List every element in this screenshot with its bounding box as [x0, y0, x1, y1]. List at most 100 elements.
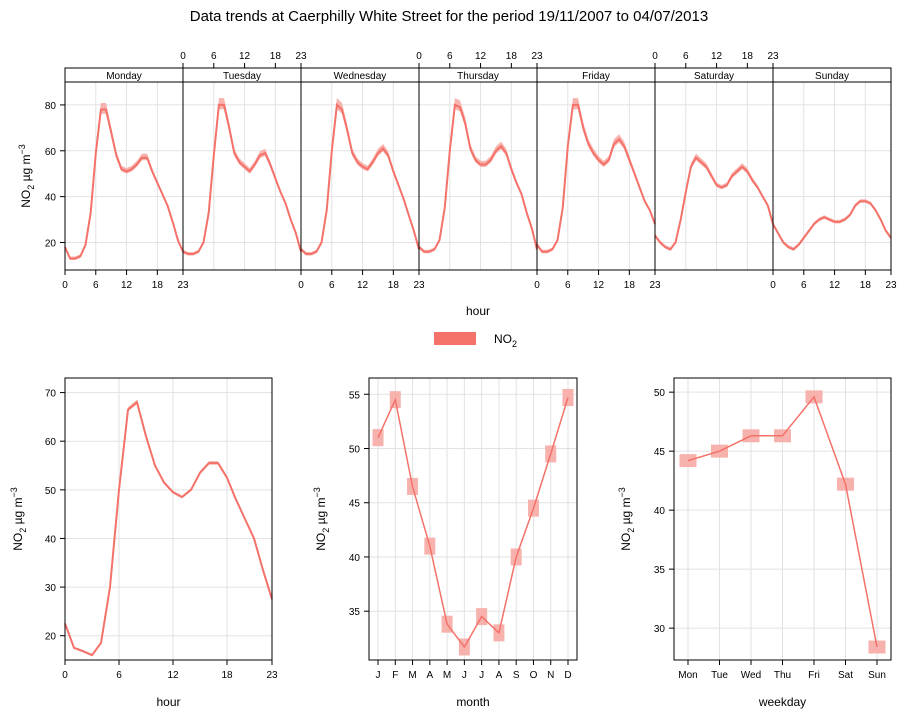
x-tick-label: 23 [266, 670, 278, 681]
y-tick-label: 45 [349, 499, 361, 510]
x-tick-label: 6 [211, 51, 217, 62]
x-tick-label: S [513, 670, 520, 681]
x-axis-label: month [456, 695, 489, 709]
confidence-band-saturday [655, 153, 773, 251]
y-tick-label: 30 [654, 624, 666, 635]
y-tick-label: 40 [45, 534, 57, 545]
x-tick-label: Wed [741, 670, 761, 681]
x-axis-label: hour [156, 695, 180, 709]
y-tick-label: 70 [45, 389, 57, 400]
confidence-band-wednesday [301, 98, 419, 256]
x-tick-label: Sat [838, 670, 853, 681]
x-tick-label: 18 [388, 280, 400, 291]
legend-swatch [434, 332, 476, 345]
panel-weekday: Mon Tue Wed Thu Fri Sat Sun 30 35 40 45 50 weekday [654, 377, 892, 709]
y-tick-label: 20 [45, 632, 57, 643]
x-tick-label: 12 [121, 280, 133, 291]
x-tick-label: 0 [770, 280, 776, 291]
y-tick-label: 55 [349, 390, 361, 401]
chart-title: Data trends at Caerphilly White Street f… [189, 8, 709, 25]
series-line [377, 397, 569, 649]
y-tick-label: 40 [349, 553, 361, 564]
panel-border [536, 81, 656, 271]
x-tick-label: 0 [180, 51, 186, 62]
x-tick-label: 12 [593, 280, 605, 291]
x-tick-label: J [479, 670, 484, 681]
x-tick-label: 18 [506, 51, 518, 62]
panel-border [772, 81, 892, 271]
x-tick-label: 18 [624, 280, 636, 291]
panel-border [300, 81, 420, 271]
x-tick-label: 6 [329, 280, 335, 291]
y-tick-label: 40 [45, 193, 57, 204]
panel-hour: 0 6 12 18 23 20 30 40 50 60 70 hour [45, 377, 278, 709]
y-axis-label: NO2 µg m−3 [617, 487, 636, 551]
strip-label-monday: Monday [106, 71, 142, 82]
x-tick-label: M [408, 670, 416, 681]
strip-label-thursday: Thursday [457, 71, 499, 82]
x-tick-label: Mon [678, 670, 697, 681]
x-tick-label: Thu [774, 670, 791, 681]
panel-weekday-hour: Monday 0 6 12 18 23 Tuesday 0 6 12 18 23 Wednesday 0 6… [45, 51, 897, 318]
x-tick-label: 6 [683, 51, 689, 62]
x-tick-label: J [376, 670, 381, 681]
x-tick-label: 23 [295, 51, 307, 62]
x-tick-label: 12 [239, 51, 251, 62]
x-tick-label: 23 [177, 280, 189, 291]
x-tick-label: N [547, 670, 554, 681]
x-tick-label: 18 [221, 670, 233, 681]
error-box [868, 640, 886, 654]
series-line [687, 395, 878, 648]
strip-label-sunday: Sunday [815, 71, 849, 82]
series-line [64, 400, 273, 657]
x-tick-label: 6 [93, 280, 99, 291]
x-tick-label: 23 [531, 51, 543, 62]
y-tick-label: 50 [654, 388, 666, 399]
x-tick-label: 6 [801, 280, 807, 291]
confidence-band-thursday [419, 98, 537, 254]
series-line-monday [64, 108, 184, 260]
x-tick-label: 0 [62, 280, 68, 291]
y-tick-label: 80 [45, 101, 57, 112]
x-tick-label: M [443, 670, 451, 681]
y-axis-label: NO2 µg m−3 [312, 487, 331, 551]
x-tick-label: 12 [357, 280, 369, 291]
strip-label-friday: Friday [582, 71, 610, 82]
x-tick-label: 12 [167, 670, 179, 681]
confidence-band [65, 399, 272, 657]
panel-border [182, 81, 302, 271]
x-tick-label: D [564, 670, 571, 681]
y-axis-label: NO2 µg m−3 [17, 144, 36, 208]
panel-border [64, 81, 184, 271]
strip-label-saturday: Saturday [694, 71, 734, 82]
x-tick-label: 12 [711, 51, 723, 62]
panel-border [418, 81, 538, 271]
x-tick-label: 23 [885, 280, 897, 291]
series-line-wednesday [300, 102, 420, 255]
x-axis-label: weekday [758, 695, 806, 709]
x-tick-label: Tue [711, 670, 728, 681]
y-tick-label: 50 [349, 445, 361, 456]
series-line-saturday [654, 156, 774, 251]
x-tick-label: 0 [62, 670, 68, 681]
x-tick-label: 6 [116, 670, 122, 681]
y-tick-label: 60 [45, 147, 57, 158]
x-axis-label: hour [466, 304, 490, 318]
x-tick-label: J [462, 670, 467, 681]
x-tick-label: 18 [152, 280, 164, 291]
x-tick-label: 0 [652, 51, 658, 62]
x-tick-label: Fri [808, 670, 820, 681]
x-tick-label: 6 [565, 280, 571, 291]
x-tick-label: 12 [829, 280, 841, 291]
confidence-band-tuesday [183, 98, 301, 256]
x-tick-label: 23 [649, 280, 661, 291]
panel-border [64, 377, 273, 661]
x-tick-label: 0 [298, 280, 304, 291]
x-tick-label: 18 [742, 51, 754, 62]
panel-border [654, 81, 774, 271]
y-tick-label: 45 [654, 447, 666, 458]
x-tick-label: 18 [860, 280, 872, 291]
y-tick-label: 30 [45, 583, 57, 594]
